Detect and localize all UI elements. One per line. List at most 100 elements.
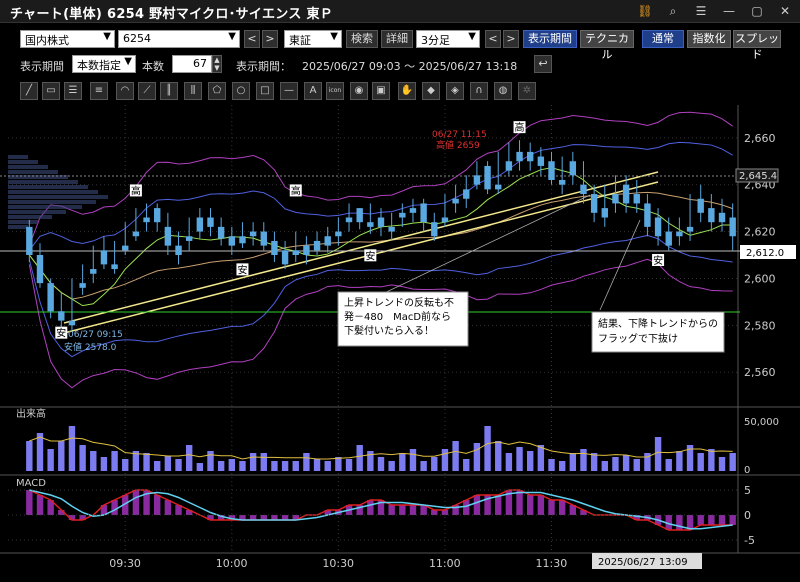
- market-select[interactable]: 国内株式 ▼: [20, 30, 115, 48]
- interval-prev-button[interactable]: <: [485, 30, 501, 48]
- candle-body: [281, 250, 289, 265]
- candle-body: [111, 264, 118, 270]
- fib-tool-icon[interactable]: ║: [160, 82, 178, 100]
- volume-bar: [665, 459, 672, 471]
- macd-histogram-bar: [633, 515, 640, 520]
- spread-button[interactable]: スプレッド: [733, 30, 781, 61]
- candle-body: [431, 222, 438, 237]
- interval-select[interactable]: 3分足 ▼: [416, 30, 480, 48]
- circle-tool-icon[interactable]: ○: [232, 82, 250, 100]
- arc-tool-icon[interactable]: ◠: [116, 82, 134, 100]
- interval-next-button[interactable]: >: [503, 30, 519, 48]
- price-marker-text: 安: [365, 249, 375, 262]
- volume-profile-bar: [8, 215, 52, 219]
- display-period-button[interactable]: 表示期間: [523, 30, 577, 48]
- price-marker-text: 高: [131, 184, 141, 197]
- candle-body: [228, 236, 236, 246]
- index-button[interactable]: 指数化: [687, 30, 731, 48]
- settings-tool-icon[interactable]: ✲: [518, 82, 536, 100]
- y-tick-label: 2,600: [744, 272, 776, 285]
- volume-bar: [68, 426, 76, 471]
- trend-line-upper[interactable]: [63, 171, 659, 324]
- window-titlebar: チャート(単体) 6254 野村マイクロ･サイエンス 東Ｐ ⛓ ⌕ ☰ — ▢ …: [0, 0, 800, 23]
- return-icon[interactable]: ↩: [534, 55, 552, 73]
- exchange-select[interactable]: 東証 ▼: [284, 30, 342, 48]
- candle-body: [612, 194, 619, 204]
- candle-body: [441, 217, 449, 223]
- grid-icon[interactable]: ☰: [695, 4, 707, 18]
- annotation2-pointer: [599, 219, 641, 311]
- polygon-tool-icon[interactable]: ⬠: [208, 82, 226, 100]
- pitchfork-tool-icon[interactable]: ⫼: [184, 82, 202, 100]
- macd-histogram-bar: [271, 515, 278, 520]
- annotation1-pointer: [379, 194, 591, 296]
- minimize-icon[interactable]: —: [723, 4, 735, 18]
- price-marker-box: [129, 184, 142, 197]
- annotation2-box[interactable]: [591, 311, 725, 353]
- period-mode-value: 本数指定: [77, 59, 121, 72]
- volume-bar: [100, 457, 108, 471]
- volume-pane-title: 出来高: [16, 407, 46, 420]
- code-select[interactable]: 6254 ▼: [118, 30, 240, 48]
- rect-tool-icon[interactable]: □: [256, 82, 274, 100]
- volume-ma-line: [29, 436, 733, 460]
- icon-tool-icon[interactable]: icon: [326, 82, 344, 100]
- volume-bar: [388, 461, 395, 471]
- volume-profile-bar: [8, 225, 28, 229]
- volume-bar: [324, 461, 331, 471]
- prev-button[interactable]: <: [244, 30, 260, 48]
- candle-body: [175, 245, 182, 255]
- candle-body: [388, 226, 395, 232]
- detail-button[interactable]: 詳細: [381, 30, 413, 48]
- bb-lower2: [28, 234, 733, 358]
- volume-bar: [335, 457, 342, 471]
- ruler-tool-icon[interactable]: ▭: [42, 82, 60, 100]
- stamp-tool-icon[interactable]: ▣: [372, 82, 390, 100]
- eraser-tool-icon[interactable]: ◆: [422, 82, 440, 100]
- period-mode-select[interactable]: 本数指定 ▼: [72, 55, 136, 73]
- line-tool-icon[interactable]: ╱: [20, 82, 38, 100]
- technical-button[interactable]: テクニカル: [580, 30, 634, 61]
- count-value: 67: [193, 57, 207, 70]
- maximize-icon[interactable]: ▢: [751, 4, 763, 18]
- bb-lower3: [28, 258, 733, 389]
- volume-bar: [228, 459, 236, 471]
- hline-tool-icon[interactable]: ≡: [90, 82, 108, 100]
- volume-bar: [217, 461, 225, 471]
- close-icon[interactable]: ✕: [779, 4, 791, 18]
- search-button[interactable]: 検索: [346, 30, 378, 48]
- erase-all-tool-icon[interactable]: ◈: [446, 82, 464, 100]
- candle-body: [622, 184, 630, 204]
- macd-tick-label: -5: [744, 534, 755, 547]
- low-time-label: 06/27 09:15: [68, 330, 123, 340]
- candle-body: [558, 180, 566, 185]
- candle-body: [420, 203, 427, 223]
- link-icon[interactable]: ⛓: [637, 4, 653, 18]
- text-tool-icon[interactable]: A: [304, 82, 322, 100]
- magnet-tool-icon[interactable]: ∩: [470, 82, 488, 100]
- count-stepper[interactable]: ▲ ▼: [212, 55, 222, 73]
- macd-histogram-bar: [441, 510, 449, 515]
- next-button[interactable]: >: [262, 30, 278, 48]
- annotation1-box[interactable]: [337, 291, 469, 347]
- channel-tool-icon[interactable]: ☰: [64, 82, 82, 100]
- marker-tool-icon[interactable]: ◉: [350, 82, 368, 100]
- paint-tool-icon[interactable]: ◍: [494, 82, 512, 100]
- search-icon[interactable]: ⌕: [669, 3, 677, 18]
- normal-button[interactable]: 通常: [642, 30, 684, 48]
- macd-pane: 5 0 -5: [8, 484, 755, 547]
- hand-tool-icon[interactable]: ✋: [398, 82, 416, 100]
- macd-histogram-bar: [473, 495, 481, 515]
- trend-line-lower[interactable]: [63, 181, 659, 334]
- code-select-value: 6254: [123, 32, 151, 45]
- count-input[interactable]: 67: [172, 55, 212, 73]
- macd-histogram-bar: [292, 515, 299, 520]
- volume-bar: [558, 461, 566, 471]
- period-label: 表示期間: [20, 60, 64, 73]
- macd-histogram-bar: [281, 515, 289, 520]
- macd-histogram-bar: [324, 510, 331, 515]
- volume-bar: [164, 456, 172, 471]
- fan-tool-icon[interactable]: ⟋: [138, 82, 156, 100]
- dash-tool-icon[interactable]: —: [280, 82, 298, 100]
